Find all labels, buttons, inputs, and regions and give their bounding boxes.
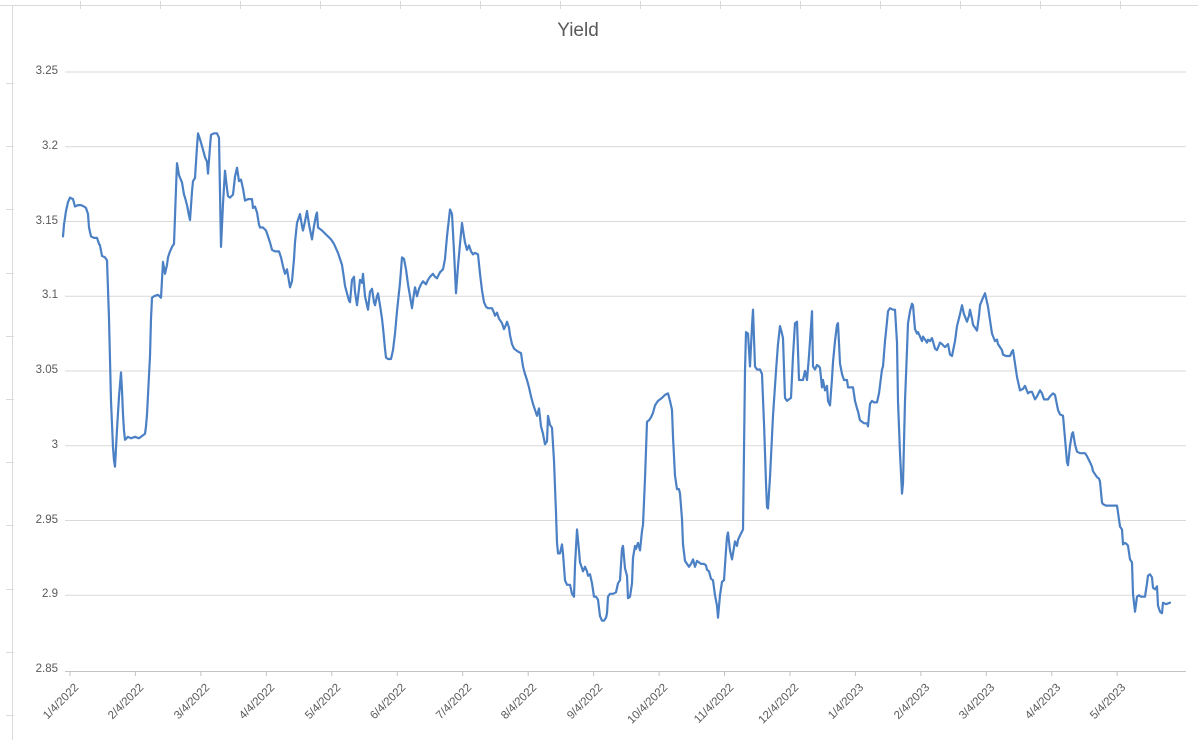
sheet-row-tick: [6, 525, 14, 526]
sheet-row-tick: [6, 399, 14, 400]
sheet-row-tick: [6, 273, 14, 274]
y-axis-tick-label: 3.15: [35, 214, 58, 227]
sheet-row-tick: [6, 589, 14, 590]
sheet-column-tick: [320, 1, 321, 9]
chart-title: Yield: [557, 20, 599, 41]
sheet-column-tick: [1040, 1, 1041, 9]
y-axis-tick-label: 3.2: [42, 139, 58, 152]
sheet-row-tick: [6, 652, 14, 653]
sheet-column-tick: [400, 1, 401, 9]
sheet-row-tick: [6, 209, 14, 210]
sheet-column-tick: [1120, 1, 1121, 9]
y-axis-tick-label: 2.95: [35, 513, 58, 526]
sheet-column-tick: [160, 1, 161, 9]
sheet-column-line-left: [12, 5, 13, 740]
sheet-row-tick: [6, 462, 14, 463]
y-axis-tick-label: 2.9: [42, 588, 58, 601]
sheet-row-tick: [6, 146, 14, 147]
sheet-column-tick: [480, 1, 481, 9]
sheet-column-tick: [240, 1, 241, 9]
y-axis-tick-label: 3.1: [42, 289, 58, 302]
sheet-column-tick: [800, 1, 801, 9]
sheet-row-tick: [6, 715, 14, 716]
yield-series-line: [61, 132, 1172, 622]
sheet-row-line-top: [0, 5, 1198, 6]
sheet-column-tick: [720, 1, 721, 9]
y-axis-tick-label: 3: [51, 438, 58, 451]
sheet-column-tick: [560, 1, 561, 9]
sheet-column-tick: [640, 1, 641, 9]
y-axis-tick-label: 3.25: [35, 65, 58, 77]
sheet-column-tick: [960, 1, 961, 9]
y-axis-tick-label: 3.05: [35, 364, 58, 376]
sheet-row-tick: [6, 336, 14, 337]
sheet-column-tick: [80, 1, 81, 9]
sheet-column-tick: [880, 1, 881, 9]
sheet-row-tick: [6, 83, 14, 84]
y-axis-tick-label: 2.85: [35, 663, 58, 675]
